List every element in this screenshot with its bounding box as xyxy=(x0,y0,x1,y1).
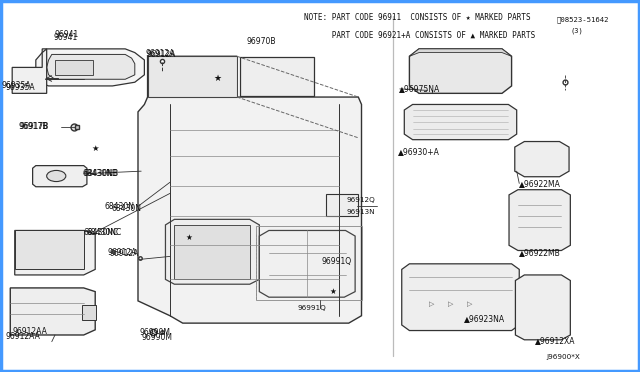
Text: 96991Q: 96991Q xyxy=(298,305,326,311)
Text: 96912AA: 96912AA xyxy=(6,331,41,341)
Text: 96913N: 96913N xyxy=(347,209,376,215)
Text: ★: ★ xyxy=(330,287,336,296)
Text: ★: ★ xyxy=(92,144,99,153)
Text: 96970B: 96970B xyxy=(246,37,276,46)
Polygon shape xyxy=(410,49,511,56)
Ellipse shape xyxy=(47,170,66,182)
Text: 68430NB: 68430NB xyxy=(84,169,119,178)
Text: 96912Q: 96912Q xyxy=(347,197,376,203)
Bar xyxy=(55,60,93,75)
Text: 96912A: 96912A xyxy=(108,248,138,257)
Polygon shape xyxy=(515,141,569,177)
Polygon shape xyxy=(10,288,95,335)
Text: ▲96975NA: ▲96975NA xyxy=(399,84,440,93)
Polygon shape xyxy=(15,231,84,269)
Polygon shape xyxy=(402,264,519,331)
Polygon shape xyxy=(166,219,259,284)
Bar xyxy=(83,305,97,320)
Polygon shape xyxy=(259,231,355,297)
Polygon shape xyxy=(404,105,516,140)
Text: ▲96922MA: ▲96922MA xyxy=(519,179,561,188)
Text: ▷: ▷ xyxy=(467,301,472,307)
Text: PART CODE 96921+A CONSISTS OF ▲ MARKED PARTS: PART CODE 96921+A CONSISTS OF ▲ MARKED P… xyxy=(304,31,535,40)
Text: 96941: 96941 xyxy=(53,33,77,42)
Polygon shape xyxy=(33,166,87,187)
Polygon shape xyxy=(15,231,95,275)
Text: NOTE: PART CODE 96911  CONSISTS OF ★ MARKED PARTS: NOTE: PART CODE 96911 CONSISTS OF ★ MARK… xyxy=(304,13,531,22)
Polygon shape xyxy=(410,49,511,93)
Text: 68430N: 68430N xyxy=(111,204,141,213)
Text: ▷: ▷ xyxy=(448,301,453,307)
Text: ▷: ▷ xyxy=(429,301,434,307)
Text: 96935A: 96935A xyxy=(2,81,31,90)
Text: (3): (3) xyxy=(571,28,584,34)
Text: 68430NC: 68430NC xyxy=(87,228,122,237)
Bar xyxy=(240,57,314,96)
Polygon shape xyxy=(515,275,570,340)
Text: ▲96922MB: ▲96922MB xyxy=(519,248,561,257)
Text: 68430NB: 68430NB xyxy=(83,169,118,177)
Polygon shape xyxy=(174,225,250,279)
Text: ▲96912XA: ▲96912XA xyxy=(534,336,575,346)
Text: ▲96923NA: ▲96923NA xyxy=(465,314,506,323)
Text: 96941: 96941 xyxy=(55,30,79,39)
Text: J96900*X: J96900*X xyxy=(547,354,580,360)
Text: 96991Q: 96991Q xyxy=(321,257,351,266)
Bar xyxy=(256,226,362,300)
Text: 96990M: 96990M xyxy=(140,328,171,337)
Polygon shape xyxy=(509,190,570,250)
Polygon shape xyxy=(148,56,237,97)
Polygon shape xyxy=(326,194,358,217)
Text: 96912A: 96912A xyxy=(145,49,174,58)
Polygon shape xyxy=(36,49,145,86)
Text: 96917B: 96917B xyxy=(20,122,49,131)
Text: 96912A: 96912A xyxy=(109,249,139,258)
Polygon shape xyxy=(12,49,47,93)
Text: 96912A: 96912A xyxy=(147,50,175,59)
Polygon shape xyxy=(138,56,362,323)
Text: 68430N: 68430N xyxy=(105,202,135,211)
Text: ▲96930+A: ▲96930+A xyxy=(398,147,440,156)
Text: Ⓝ08523-51642: Ⓝ08523-51642 xyxy=(556,17,609,23)
Text: 96935A: 96935A xyxy=(6,83,35,92)
Text: 96990M: 96990M xyxy=(141,333,172,342)
Text: 96917B: 96917B xyxy=(19,122,48,131)
Text: ★: ★ xyxy=(214,74,222,83)
Text: 96912AA: 96912AA xyxy=(12,327,47,336)
Text: ★: ★ xyxy=(186,233,193,243)
Polygon shape xyxy=(47,54,135,79)
Text: 68430NC: 68430NC xyxy=(84,228,119,237)
